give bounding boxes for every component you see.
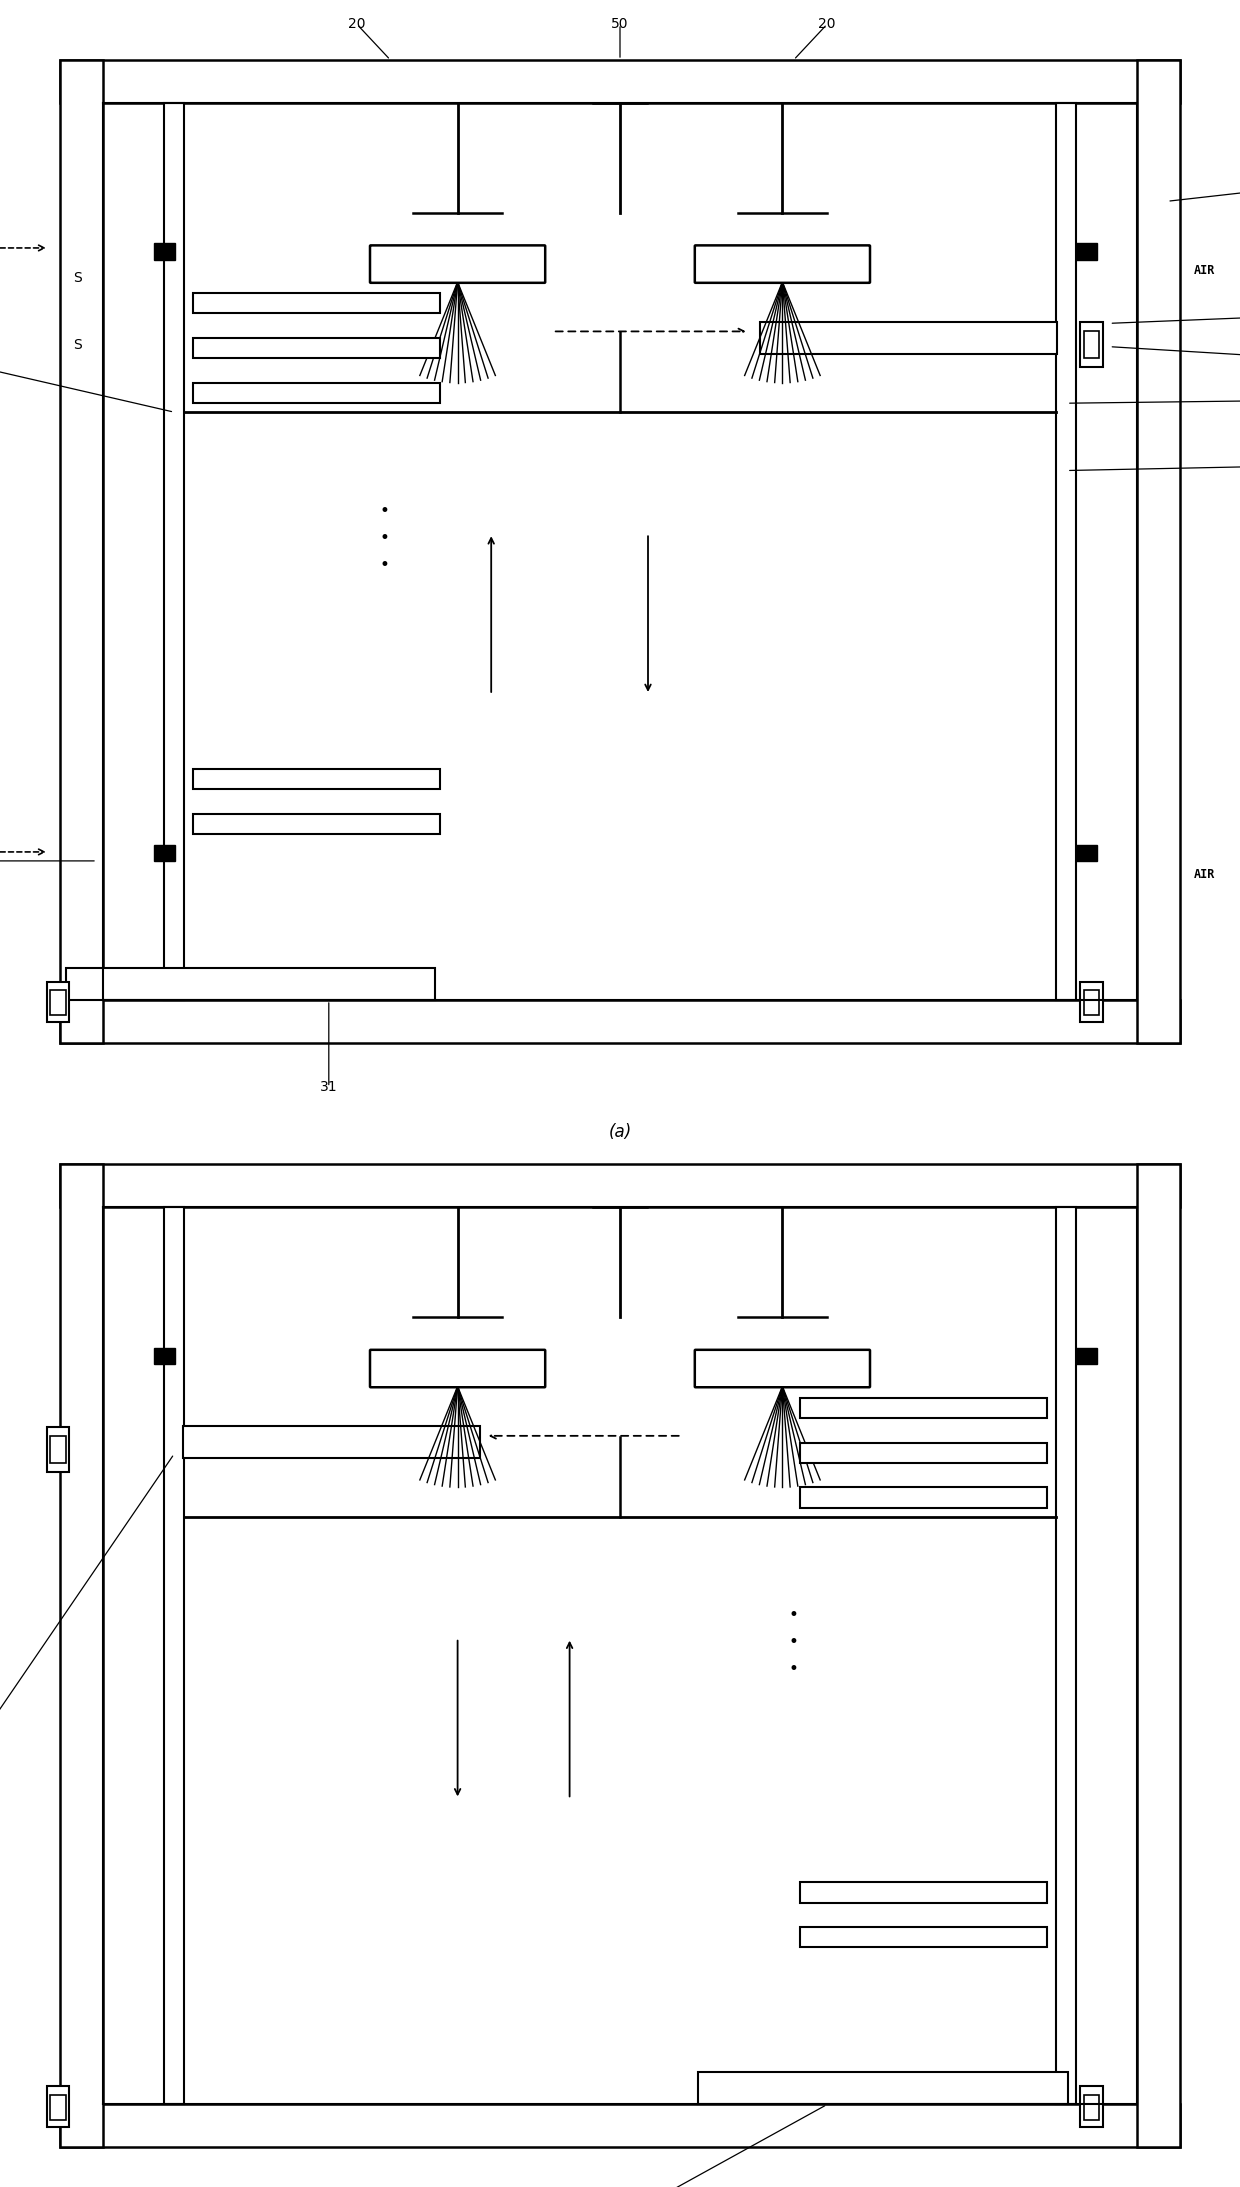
Bar <box>60 2104 1180 2148</box>
Bar <box>164 103 185 999</box>
Bar <box>1080 2086 1102 2128</box>
Bar <box>1055 103 1076 999</box>
Bar <box>60 1163 1180 1207</box>
Bar <box>50 991 66 1015</box>
FancyBboxPatch shape <box>694 1349 870 1387</box>
Bar <box>800 1443 1047 1463</box>
Bar <box>66 969 435 999</box>
Bar <box>193 383 440 402</box>
Bar <box>1080 321 1102 367</box>
Text: •: • <box>379 501 389 521</box>
Bar <box>800 1397 1047 1417</box>
Text: •: • <box>789 1605 799 1625</box>
FancyBboxPatch shape <box>370 245 546 282</box>
Bar <box>184 1426 480 1459</box>
Bar <box>184 1426 480 1459</box>
Text: 50: 50 <box>611 17 629 31</box>
Bar <box>60 59 1180 103</box>
Bar <box>50 2095 66 2119</box>
Bar <box>164 103 185 999</box>
Bar <box>800 1927 1047 1946</box>
Bar <box>60 59 103 1043</box>
Bar <box>193 770 440 790</box>
Bar <box>193 293 440 313</box>
FancyBboxPatch shape <box>370 1349 546 1387</box>
FancyBboxPatch shape <box>694 245 870 282</box>
Bar <box>1055 1207 1076 2104</box>
Bar <box>1055 103 1076 999</box>
Bar <box>698 2073 1068 2104</box>
Bar <box>1076 1347 1097 1365</box>
Bar <box>60 1163 103 2148</box>
Bar <box>154 243 175 260</box>
Bar <box>1084 332 1100 359</box>
Text: 31: 31 <box>320 1080 337 1094</box>
Text: 20: 20 <box>348 17 366 31</box>
Bar <box>698 2073 1068 2104</box>
Text: AIR: AIR <box>1193 868 1215 881</box>
Bar <box>1076 243 1097 260</box>
Text: •: • <box>789 1660 799 1677</box>
Bar <box>154 844 175 862</box>
Bar <box>800 1487 1047 1507</box>
Bar <box>60 59 1180 103</box>
Bar <box>60 999 1180 1043</box>
Bar <box>1137 1163 1180 2148</box>
Bar <box>154 1347 175 1365</box>
Bar <box>50 1437 66 1463</box>
Text: 20: 20 <box>818 17 836 31</box>
Text: AIR: AIR <box>1193 265 1215 278</box>
Bar <box>164 1207 185 2104</box>
Bar <box>1055 1207 1076 2104</box>
Bar <box>760 321 1056 354</box>
Bar <box>1084 2095 1100 2119</box>
Bar <box>60 1163 1180 1207</box>
Text: S: S <box>73 337 82 352</box>
Bar <box>66 969 435 999</box>
Bar <box>60 1163 103 2148</box>
Text: S: S <box>73 271 82 284</box>
Bar <box>47 982 69 1024</box>
Text: (a): (a) <box>609 1124 631 1142</box>
Bar <box>760 321 1056 354</box>
Bar <box>1080 982 1102 1024</box>
Bar <box>1084 991 1100 1015</box>
Text: •: • <box>789 1634 799 1651</box>
Bar <box>47 2086 69 2128</box>
Bar <box>47 1426 69 1472</box>
Bar <box>193 339 440 359</box>
Bar <box>800 1883 1047 1903</box>
Bar <box>1076 844 1097 862</box>
Bar <box>60 59 103 1043</box>
Text: •: • <box>379 529 389 547</box>
Bar <box>193 814 440 833</box>
Bar <box>164 1207 185 2104</box>
Bar <box>1137 59 1180 1043</box>
Text: •: • <box>379 555 389 573</box>
Bar <box>1137 59 1180 1043</box>
Bar <box>1137 1163 1180 2148</box>
Bar <box>60 999 1180 1043</box>
Bar <box>60 2104 1180 2148</box>
